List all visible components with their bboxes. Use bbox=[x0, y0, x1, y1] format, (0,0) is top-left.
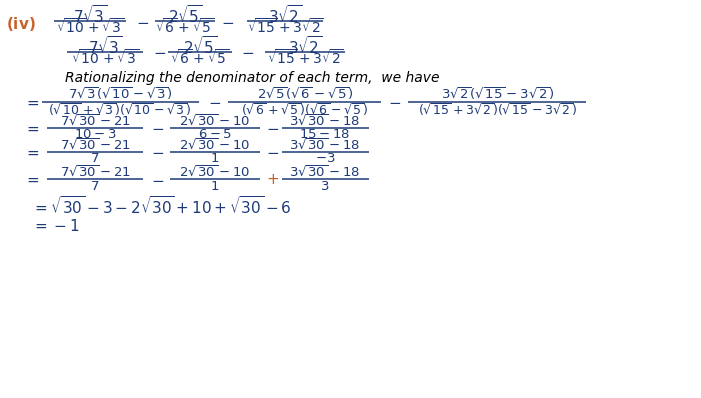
Text: $=$: $=$ bbox=[24, 144, 40, 160]
Text: $7$: $7$ bbox=[90, 179, 100, 193]
Text: $-$: $-$ bbox=[137, 14, 149, 29]
Text: $-$: $-$ bbox=[151, 121, 165, 135]
Text: $=-1$: $=-1$ bbox=[32, 218, 80, 234]
Text: $\mathbf{(iv)}$: $\mathbf{(iv)}$ bbox=[6, 15, 36, 33]
Text: $2\sqrt{30}-10$: $2\sqrt{30}-10$ bbox=[179, 137, 251, 152]
Text: $-3$: $-3$ bbox=[315, 152, 335, 166]
Text: $-$: $-$ bbox=[208, 94, 222, 109]
Text: $-$: $-$ bbox=[151, 144, 165, 160]
Text: $(\sqrt{6}+\sqrt{5})(\sqrt{6}-\sqrt{5})$: $(\sqrt{6}+\sqrt{5})(\sqrt{6}-\sqrt{5})$ bbox=[241, 101, 369, 118]
Text: $(\sqrt{15}+3\sqrt{2})(\sqrt{15}-3\sqrt{2})$: $(\sqrt{15}+3\sqrt{2})(\sqrt{15}-3\sqrt{… bbox=[418, 101, 578, 118]
Text: $3\sqrt{30}-18$: $3\sqrt{30}-18$ bbox=[290, 113, 360, 129]
Text: $2\sqrt{30}-10$: $2\sqrt{30}-10$ bbox=[179, 164, 251, 179]
Text: $15-18$: $15-18$ bbox=[299, 129, 350, 142]
Text: $2\sqrt{5}$: $2\sqrt{5}$ bbox=[183, 35, 217, 57]
Text: $-$: $-$ bbox=[241, 45, 254, 59]
Text: $3\sqrt{2}(\sqrt{15}-3\sqrt{2})$: $3\sqrt{2}(\sqrt{15}-3\sqrt{2})$ bbox=[442, 86, 554, 102]
Text: $=$: $=$ bbox=[24, 94, 40, 109]
Text: $(\sqrt{10}+\sqrt{3})(\sqrt{10}-\sqrt{3})$: $(\sqrt{10}+\sqrt{3})(\sqrt{10}-\sqrt{3}… bbox=[48, 101, 191, 118]
Text: $\sqrt{10}+\sqrt{3}$: $\sqrt{10}+\sqrt{3}$ bbox=[56, 18, 124, 37]
Text: $-$: $-$ bbox=[266, 121, 280, 135]
Text: $10-3$: $10-3$ bbox=[74, 129, 116, 142]
Text: $7\sqrt{30}-21$: $7\sqrt{30}-21$ bbox=[60, 113, 130, 129]
Text: $-$: $-$ bbox=[388, 94, 402, 109]
Text: $7\sqrt{3}(\sqrt{10}-\sqrt{3})$: $7\sqrt{3}(\sqrt{10}-\sqrt{3})$ bbox=[67, 86, 172, 102]
Text: $1$: $1$ bbox=[210, 179, 219, 193]
Text: $1$: $1$ bbox=[210, 152, 219, 166]
Text: $7\sqrt{3}$: $7\sqrt{3}$ bbox=[73, 4, 107, 26]
Text: $3\sqrt{30}-18$: $3\sqrt{30}-18$ bbox=[290, 137, 360, 152]
Text: $7\sqrt{30}-21$: $7\sqrt{30}-21$ bbox=[60, 137, 130, 152]
Text: $7$: $7$ bbox=[90, 152, 100, 166]
Text: $=\sqrt{30}-3-2\sqrt{30}+10+\sqrt{30}-6$: $=\sqrt{30}-3-2\sqrt{30}+10+\sqrt{30}-6$ bbox=[32, 195, 292, 217]
Text: $-$: $-$ bbox=[151, 172, 165, 187]
Text: $7\sqrt{30}-21$: $7\sqrt{30}-21$ bbox=[60, 164, 130, 179]
Text: $=$: $=$ bbox=[24, 121, 40, 135]
Text: $2\sqrt{30}-10$: $2\sqrt{30}-10$ bbox=[179, 113, 251, 129]
Text: $\sqrt{10}+\sqrt{3}$: $\sqrt{10}+\sqrt{3}$ bbox=[71, 49, 139, 67]
Text: $\sqrt{6}+\sqrt{5}$: $\sqrt{6}+\sqrt{5}$ bbox=[156, 18, 215, 37]
Text: $\sqrt{15}+3\sqrt{2}$: $\sqrt{15}+3\sqrt{2}$ bbox=[247, 18, 323, 37]
Text: $-$: $-$ bbox=[222, 14, 235, 29]
Text: Rationalizing the denominator of each term,  we have: Rationalizing the denominator of each te… bbox=[65, 71, 440, 85]
Text: $\sqrt{15}+3\sqrt{2}$: $\sqrt{15}+3\sqrt{2}$ bbox=[266, 49, 343, 67]
Text: $3\sqrt{2}$: $3\sqrt{2}$ bbox=[287, 35, 322, 57]
Text: $3$: $3$ bbox=[320, 179, 329, 193]
Text: $+$: $+$ bbox=[266, 172, 280, 187]
Text: $6-5$: $6-5$ bbox=[198, 129, 232, 142]
Text: $\sqrt{6}+\sqrt{5}$: $\sqrt{6}+\sqrt{5}$ bbox=[170, 49, 230, 67]
Text: $-$: $-$ bbox=[154, 45, 167, 59]
Text: $=$: $=$ bbox=[24, 172, 40, 187]
Text: $2\sqrt{5}(\sqrt{6}-\sqrt{5})$: $2\sqrt{5}(\sqrt{6}-\sqrt{5})$ bbox=[257, 86, 353, 102]
Text: $2\sqrt{5}$: $2\sqrt{5}$ bbox=[168, 4, 203, 26]
Text: $7\sqrt{3}$: $7\sqrt{3}$ bbox=[88, 35, 122, 57]
Text: $3\sqrt{2}$: $3\sqrt{2}$ bbox=[268, 4, 302, 26]
Text: $3\sqrt{30}-18$: $3\sqrt{30}-18$ bbox=[290, 164, 360, 179]
Text: $-$: $-$ bbox=[266, 144, 280, 160]
